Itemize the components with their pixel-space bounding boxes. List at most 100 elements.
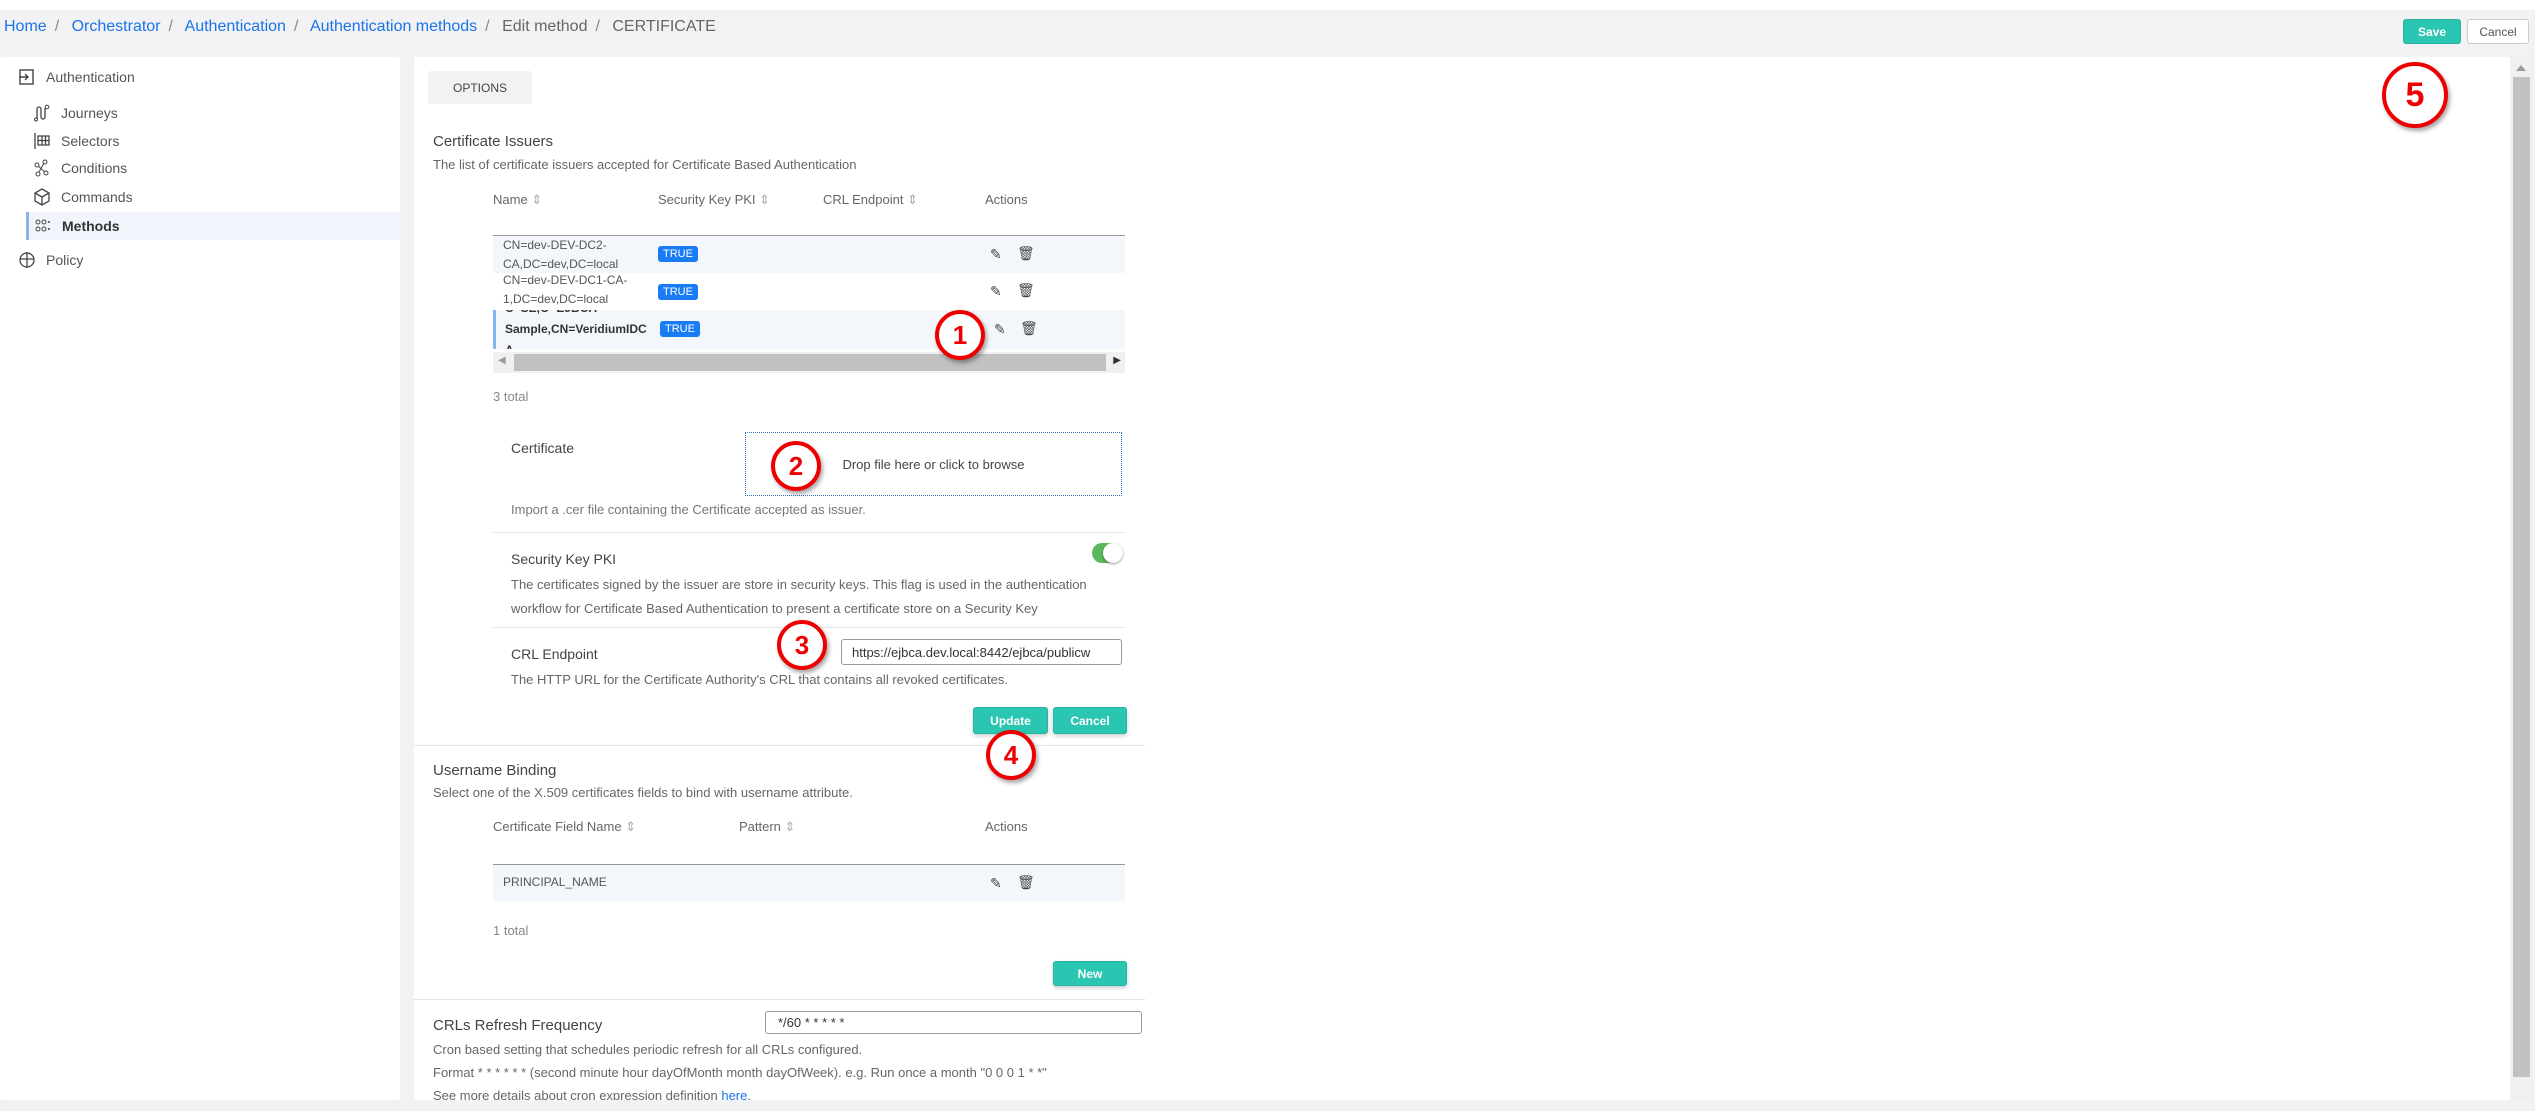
cron-docs-link[interactable]: here (721, 1088, 748, 1103)
table-row[interactable]: PRINCIPAL_NAME ✎ 🗑 (493, 865, 1125, 901)
delete-icon[interactable]: 🗑 (1020, 320, 1038, 336)
scrollbar-thumb[interactable] (2513, 77, 2530, 1077)
edit-icon[interactable]: ✎ (990, 283, 1002, 299)
status-badge: TRUE (658, 246, 698, 262)
edit-icon[interactable]: ✎ (994, 321, 1006, 337)
breadcrumb-edit-method: Edit method (502, 18, 588, 35)
sidebar-section-label: Authentication (46, 69, 135, 85)
table-row[interactable]: CN=dev-DEV-DC1-CA- 1,DC=dev,DC=local TRUE… (493, 273, 1125, 310)
sort-icon: ⇕ (531, 192, 543, 207)
login-icon (19, 69, 34, 85)
tab-options[interactable]: OPTIONS (428, 71, 532, 104)
col-label: Certificate Field Name (493, 819, 622, 834)
scroll-right-icon[interactable]: ▶ (1113, 355, 1121, 366)
breadcrumb-authentication[interactable]: Authentication (184, 18, 286, 35)
delete-icon[interactable]: 🗑 (1017, 874, 1035, 890)
sidebar-item-commands[interactable]: Commands (33, 188, 133, 206)
issuer-name-line: Sample,CN=VeridiumIDC (505, 322, 647, 336)
security-key-pki-toggle[interactable] (1092, 543, 1123, 563)
crl-refresh-format: Format * * * * * * (second minute hour d… (433, 1065, 1047, 1080)
breadcrumb: Home / Orchestrator / Authentication / Auth… (4, 18, 716, 35)
divider (414, 999, 1145, 1000)
edit-icon[interactable]: ✎ (990, 246, 1002, 262)
sort-icon: ⇕ (759, 192, 771, 207)
journeys-icon (34, 104, 50, 122)
sidebar-item-label: Methods (62, 218, 120, 234)
col-crl-endpoint[interactable]: CRL Endpoint ⇕ (823, 192, 918, 208)
issuer-name-line: CA,DC=dev,DC=local (503, 257, 619, 271)
sidebar-section-authentication[interactable]: Authentication (18, 68, 135, 86)
col-name[interactable]: Name ⇕ (493, 192, 542, 208)
divider (493, 532, 1125, 533)
annotation-marker-2: 2 (771, 441, 821, 491)
issuers-total: 3 total (493, 389, 529, 404)
breadcrumb-orchestrator[interactable]: Orchestrator (71, 18, 161, 35)
delete-icon[interactable]: 🗑 (1017, 245, 1035, 261)
table-row[interactable]: CN=dev-DEV-DC2- CA,DC=dev,DC=local TRUE ✎… (493, 236, 1125, 273)
username-binding-title: Username Binding (433, 762, 557, 779)
issuer-name: CN=dev-DEV-DC2- CA,DC=dev,DC=local (503, 236, 618, 274)
sidebar-item-journeys[interactable]: Journeys (33, 104, 118, 122)
top-strip (0, 0, 2535, 10)
sidebar-item-selectors[interactable]: Selectors (33, 132, 119, 150)
sidebar-item-label: Journeys (61, 105, 118, 121)
cancel-button[interactable]: Cancel (2467, 19, 2529, 44)
table-header-line (493, 235, 1125, 236)
issuer-name-line: CN=dev-DEV-DC2- (503, 238, 607, 252)
col-security-key-pki[interactable]: Security Key PKI ⇕ (658, 192, 770, 208)
issuers-desc: The list of certificate issuers accepted… (433, 157, 857, 172)
horizontal-scrollbar[interactable]: ◀ ▶ (493, 352, 1125, 373)
crl-refresh-more: See more details about cron expression d… (433, 1088, 751, 1103)
status-badge: TRUE (658, 284, 698, 300)
scroll-up-icon[interactable] (2516, 65, 2526, 71)
sidebar-item-label: Conditions (61, 160, 128, 176)
status-badge: TRUE (660, 321, 700, 337)
bottom-strip (0, 1100, 2535, 1111)
sidebar-item-conditions[interactable]: Conditions (33, 159, 127, 177)
methods-icon (35, 219, 50, 232)
file-drop-zone[interactable]: Drop file here or click to browse (745, 432, 1122, 496)
col-certificate-field-name[interactable]: Certificate Field Name ⇕ (493, 819, 636, 835)
sidebar-item-methods[interactable]: Methods (26, 212, 400, 240)
policy-icon (19, 252, 35, 268)
field-name-cell: PRINCIPAL_NAME (503, 875, 607, 889)
binding-total: 1 total (493, 923, 529, 938)
form-cancel-button[interactable]: Cancel (1053, 707, 1127, 734)
col-pattern[interactable]: Pattern ⇕ (739, 819, 795, 835)
more-text: See more details about cron expression d… (433, 1088, 722, 1103)
col-actions: Actions (985, 192, 1028, 207)
col-label: Name (493, 192, 528, 207)
sort-icon: ⇕ (907, 192, 918, 207)
annotation-marker-3: 3 (777, 620, 827, 670)
crl-refresh-input[interactable] (765, 1011, 1142, 1034)
scrollbar-thumb[interactable] (514, 354, 1106, 371)
table-row-selected[interactable]: C=SE,O=EJBCASample,CN=VeridiumIDCA TRUE … (493, 310, 1125, 349)
scroll-left-icon[interactable]: ◀ (498, 355, 506, 366)
crl-endpoint-label: CRL Endpoint (511, 646, 598, 662)
new-button[interactable]: New (1053, 961, 1127, 986)
edit-icon[interactable]: ✎ (990, 875, 1002, 891)
more-text-end: . (747, 1088, 751, 1103)
issuer-name-line: CN=dev-DEV-DC1-CA- (503, 273, 628, 287)
delete-icon[interactable]: 🗑 (1017, 282, 1035, 298)
sidebar-item-label: Selectors (61, 133, 120, 149)
divider (414, 745, 1145, 746)
save-button[interactable]: Save (2403, 19, 2461, 44)
toggle-knob (1103, 543, 1123, 563)
breadcrumb-home[interactable]: Home (4, 18, 47, 35)
annotation-marker-4: 4 (986, 730, 1036, 780)
col-label: Pattern (739, 819, 781, 834)
crl-endpoint-input[interactable] (841, 639, 1122, 665)
conditions-icon (34, 159, 49, 177)
vertical-scrollbar[interactable] (2511, 57, 2532, 1100)
sidebar-item-label: Policy (46, 252, 84, 268)
security-key-pki-desc: workflow for Certificate Based Authentic… (511, 601, 1038, 616)
username-binding-desc: Select one of the X.509 certificates fie… (433, 785, 853, 800)
sort-icon: ⇕ (784, 819, 796, 834)
breadcrumb-authentication-methods[interactable]: Authentication methods (309, 18, 478, 35)
issuer-name: C=SE,O=EJBCA Sample,CN=VeridiumIDC A (505, 310, 647, 349)
security-key-pki-label: Security Key PKI (511, 551, 617, 567)
crl-refresh-label: CRLs Refresh Frequency (433, 1017, 603, 1034)
issuer-name: CN=dev-DEV-DC1-CA- 1,DC=dev,DC=local (503, 271, 627, 309)
sidebar-item-policy[interactable]: Policy (18, 251, 83, 269)
